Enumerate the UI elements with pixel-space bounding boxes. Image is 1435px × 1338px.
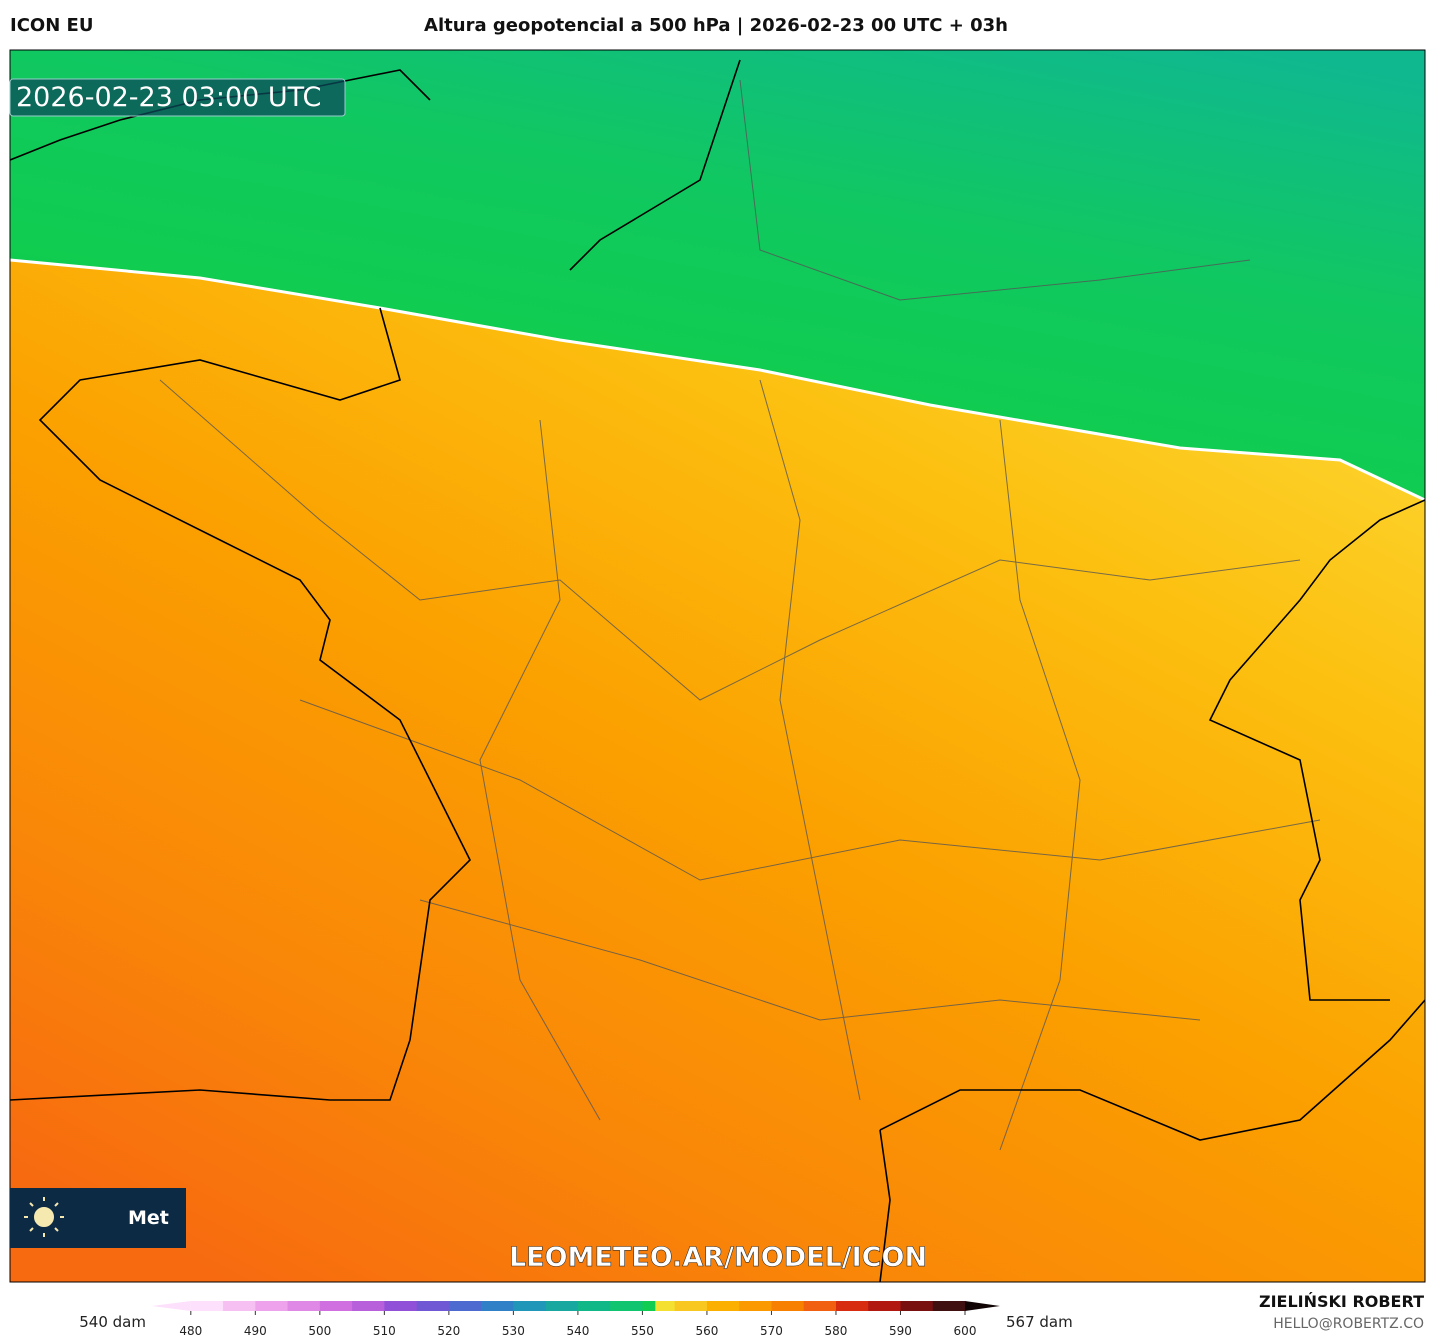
contour-line bbox=[10, 258, 1425, 502]
valid-time: 2026-02-23 03:00 UTC bbox=[16, 82, 321, 113]
time-box bbox=[9, 78, 346, 117]
colorbar-segment bbox=[287, 1301, 321, 1311]
colorbar-tick-label: 500 bbox=[308, 1324, 331, 1338]
colorbar-segment bbox=[577, 1301, 611, 1311]
watermark: LEOMETEO.AR/MODEL/ICON bbox=[509, 1242, 927, 1273]
model-name: ICON EU bbox=[10, 15, 93, 36]
map-frame bbox=[9, 49, 1426, 1283]
colorbar-segment bbox=[803, 1301, 837, 1311]
colorbar-segment bbox=[739, 1301, 772, 1311]
colorbar-max-label: 567 dam bbox=[1006, 1313, 1073, 1331]
colorbar-segment bbox=[513, 1301, 547, 1311]
logo-sun bbox=[24, 1197, 64, 1237]
colorbar-segment bbox=[771, 1301, 805, 1311]
colorbar-segment bbox=[868, 1301, 901, 1311]
colorbar-tick-label: 530 bbox=[502, 1324, 525, 1338]
colorbar-segment bbox=[674, 1301, 708, 1311]
credit-name: ZIELIŃSKI ROBERT bbox=[1259, 1292, 1424, 1311]
colorbar-arrow-low bbox=[152, 1301, 191, 1311]
colorbar-segment bbox=[610, 1301, 643, 1311]
colorbar-tick-label: 600 bbox=[954, 1324, 977, 1338]
colorbar-tick-label: 540 bbox=[566, 1324, 589, 1338]
colorbar-segment bbox=[545, 1301, 579, 1311]
colorbar-segment bbox=[448, 1301, 482, 1311]
logo-text: Met bbox=[128, 1207, 169, 1229]
colorbar-tick-label: 560 bbox=[695, 1324, 718, 1338]
colorbar-tick-label: 550 bbox=[631, 1324, 654, 1338]
colorbar-segment bbox=[416, 1301, 450, 1311]
map-area bbox=[10, 50, 1425, 1282]
cool-field bbox=[10, 50, 1425, 500]
colorbar-segment bbox=[255, 1301, 289, 1311]
colorbar-segment bbox=[900, 1301, 934, 1311]
colorbar-tick-label: 490 bbox=[244, 1324, 267, 1338]
colorbar-tick-label: 590 bbox=[889, 1324, 912, 1338]
coastlines bbox=[10, 59, 1425, 1282]
colorbar-segment bbox=[932, 1301, 966, 1311]
colorbar-segment bbox=[352, 1301, 385, 1311]
map-title: Altura geopotencial a 500 hPa | 2026-02-… bbox=[424, 15, 1008, 36]
colorbar: 480 490 500 510 520 530 540 550 560 570 580 590 600 bbox=[152, 1301, 1000, 1338]
colorbar-tick-label: 510 bbox=[373, 1324, 396, 1338]
admin-borders bbox=[159, 79, 1321, 1151]
colorbar-min-label: 540 dam bbox=[79, 1313, 146, 1331]
colorbar-segment bbox=[835, 1301, 869, 1311]
colorbar-segment bbox=[223, 1301, 256, 1311]
colorbar-segment bbox=[190, 1301, 224, 1311]
colorbar-tick-label: 570 bbox=[760, 1324, 783, 1338]
colorbar-segment bbox=[642, 1301, 656, 1311]
colorbar-tick-label: 520 bbox=[437, 1324, 460, 1338]
colorbar-segment bbox=[706, 1301, 740, 1311]
colorbar-tick-label: 480 bbox=[179, 1324, 202, 1338]
credit-email: HELLO@ROBERTZ.CO bbox=[1273, 1316, 1424, 1332]
colorbar-arrow-high bbox=[965, 1301, 1000, 1311]
colorbar-segment bbox=[481, 1301, 514, 1311]
colorbar-segment bbox=[319, 1301, 353, 1311]
colorbar-segment bbox=[655, 1301, 676, 1311]
colorbar-tick-label: 580 bbox=[825, 1324, 848, 1338]
colorbar-segment bbox=[384, 1301, 418, 1311]
